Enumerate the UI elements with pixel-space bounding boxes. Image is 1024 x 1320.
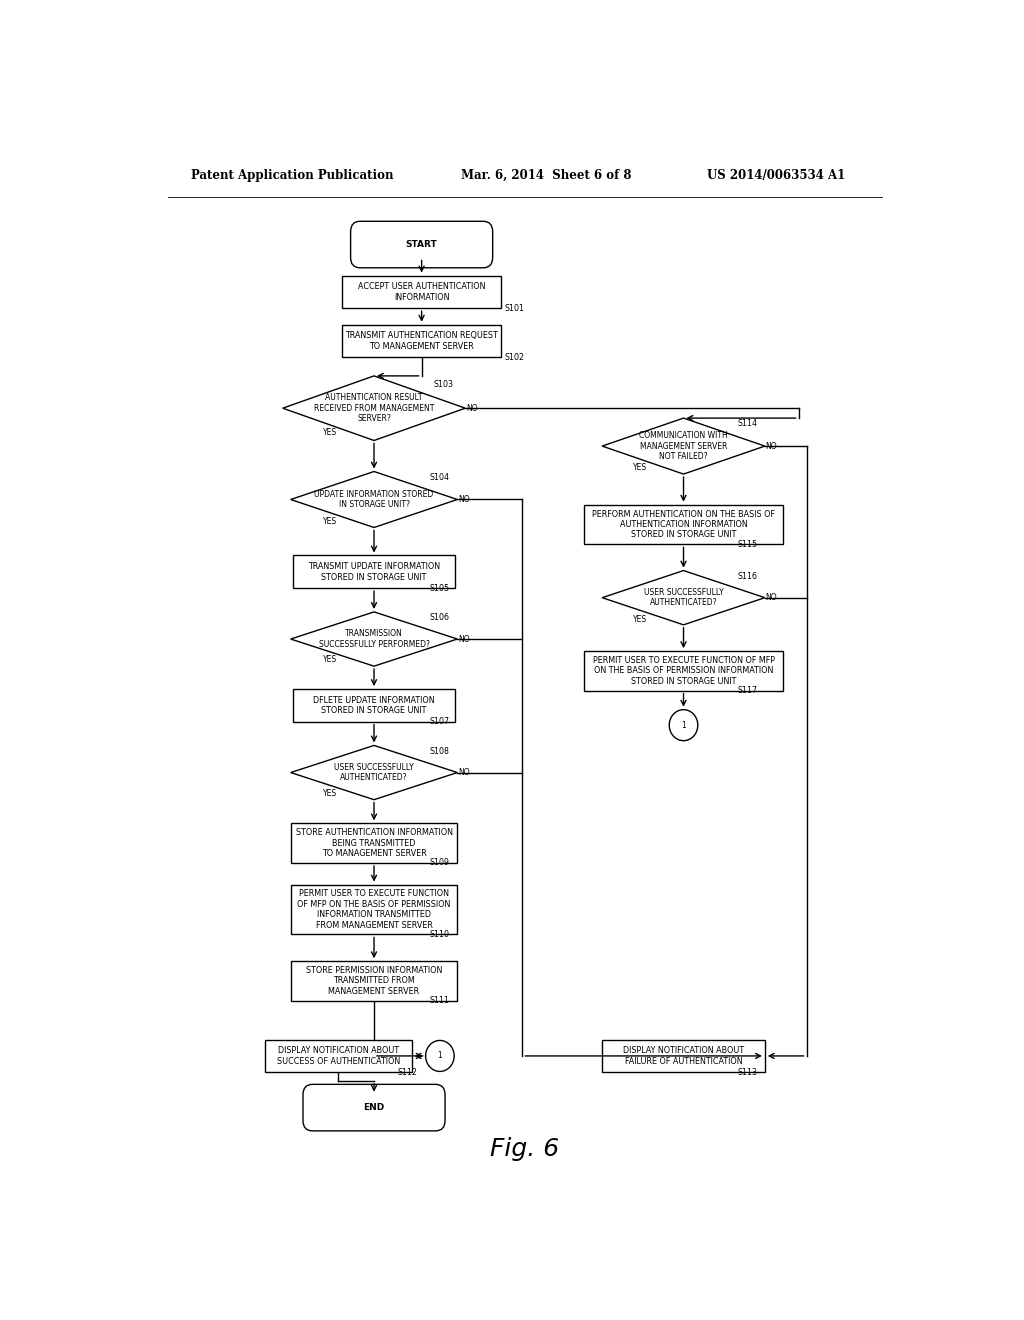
- Text: S108: S108: [430, 747, 450, 755]
- Text: NO: NO: [765, 593, 777, 602]
- Bar: [293, 689, 456, 722]
- Text: S106: S106: [430, 612, 450, 622]
- Text: S114: S114: [737, 420, 758, 428]
- Text: STORE PERMISSION INFORMATION
TRANSMITTED FROM
MANAGEMENT SERVER: STORE PERMISSION INFORMATION TRANSMITTED…: [306, 966, 442, 995]
- Text: USER SUCCESSFULLY
AUTHENTICATED?: USER SUCCESSFULLY AUTHENTICATED?: [644, 587, 723, 607]
- Text: S113: S113: [737, 1068, 758, 1077]
- Text: S105: S105: [430, 583, 450, 593]
- Polygon shape: [602, 570, 765, 624]
- Text: S102: S102: [505, 352, 525, 362]
- Polygon shape: [291, 612, 458, 667]
- Circle shape: [670, 710, 697, 741]
- Bar: [585, 651, 782, 690]
- Text: S107: S107: [430, 717, 450, 726]
- Text: NO: NO: [458, 635, 470, 644]
- Bar: [342, 276, 501, 309]
- Polygon shape: [283, 376, 465, 441]
- Text: AUTHENTICATION RESULT
RECEIVED FROM MANAGEMENT
SERVER?: AUTHENTICATION RESULT RECEIVED FROM MANA…: [313, 393, 434, 424]
- Text: YES: YES: [324, 428, 338, 437]
- Bar: [265, 1040, 412, 1072]
- Text: S117: S117: [737, 686, 758, 696]
- Text: NO: NO: [466, 404, 477, 413]
- FancyBboxPatch shape: [303, 1084, 445, 1131]
- Text: STORE AUTHENTICATION INFORMATION
BEING TRANSMITTED
TO MANAGEMENT SERVER: STORE AUTHENTICATION INFORMATION BEING T…: [296, 828, 453, 858]
- Text: UPDATE INFORMATION STORED
IN STORAGE UNIT?: UPDATE INFORMATION STORED IN STORAGE UNI…: [314, 490, 433, 510]
- Text: PERFORM AUTHENTICATION ON THE BASIS OF
AUTHENTICATION INFORMATION
STORED IN STOR: PERFORM AUTHENTICATION ON THE BASIS OF A…: [592, 510, 775, 540]
- Bar: [291, 961, 458, 1001]
- Text: Mar. 6, 2014  Sheet 6 of 8: Mar. 6, 2014 Sheet 6 of 8: [461, 169, 632, 182]
- Text: NO: NO: [458, 768, 470, 777]
- Text: TRANSMISSION
SUCCESSFULLY PERFORMED?: TRANSMISSION SUCCESSFULLY PERFORMED?: [318, 630, 429, 648]
- FancyBboxPatch shape: [350, 222, 493, 268]
- Polygon shape: [602, 418, 765, 474]
- Text: Fig. 6: Fig. 6: [490, 1137, 559, 1162]
- Text: COMMUNICATION WITH
MANAGEMENT SERVER
NOT FAILED?: COMMUNICATION WITH MANAGEMENT SERVER NOT…: [639, 432, 728, 461]
- Polygon shape: [291, 746, 458, 800]
- Text: S112: S112: [397, 1068, 418, 1077]
- Text: TRANSMIT UPDATE INFORMATION
STORED IN STORAGE UNIT: TRANSMIT UPDATE INFORMATION STORED IN ST…: [308, 562, 440, 582]
- Text: S101: S101: [505, 304, 525, 313]
- Bar: [291, 824, 458, 863]
- Text: PERMIT USER TO EXECUTE FUNCTION
OF MFP ON THE BASIS OF PERMISSION
INFORMATION TR: PERMIT USER TO EXECUTE FUNCTION OF MFP O…: [297, 890, 451, 929]
- Text: END: END: [364, 1104, 385, 1113]
- Text: US 2014/0063534 A1: US 2014/0063534 A1: [708, 169, 846, 182]
- Text: S109: S109: [430, 858, 450, 867]
- Text: ACCEPT USER AUTHENTICATION
INFORMATION: ACCEPT USER AUTHENTICATION INFORMATION: [357, 282, 485, 301]
- Text: 1: 1: [437, 1052, 442, 1060]
- Text: START: START: [406, 240, 437, 249]
- Text: YES: YES: [633, 615, 647, 624]
- Text: YES: YES: [324, 516, 338, 525]
- Text: NO: NO: [765, 442, 777, 450]
- Bar: [585, 504, 782, 544]
- Circle shape: [426, 1040, 455, 1072]
- Bar: [291, 884, 458, 935]
- Text: USER SUCCESSFULLY
AUTHENTICATED?: USER SUCCESSFULLY AUTHENTICATED?: [334, 763, 414, 783]
- Text: 1: 1: [681, 721, 686, 730]
- Text: DISPLAY NOTIFICATION ABOUT
SUCCESS OF AUTHENTICATION: DISPLAY NOTIFICATION ABOUT SUCCESS OF AU…: [276, 1047, 400, 1065]
- Text: S103: S103: [433, 380, 454, 388]
- Text: YES: YES: [633, 463, 647, 473]
- Text: TRANSMIT AUTHENTICATION REQUEST
TO MANAGEMENT SERVER: TRANSMIT AUTHENTICATION REQUEST TO MANAG…: [345, 331, 498, 351]
- Text: S111: S111: [430, 997, 450, 1006]
- Text: Patent Application Publication: Patent Application Publication: [191, 169, 394, 182]
- Text: DISPLAY NOTIFICATION ABOUT
FAILURE OF AUTHENTICATION: DISPLAY NOTIFICATION ABOUT FAILURE OF AU…: [623, 1047, 744, 1065]
- Text: S110: S110: [430, 931, 450, 939]
- Text: PERMIT USER TO EXECUTE FUNCTION OF MFP
ON THE BASIS OF PERMISSION INFORMATION
ST: PERMIT USER TO EXECUTE FUNCTION OF MFP O…: [593, 656, 774, 686]
- Bar: [293, 556, 456, 589]
- Text: NO: NO: [458, 495, 470, 504]
- Text: S116: S116: [737, 572, 758, 581]
- Text: DFLETE UPDATE INFORMATION
STORED IN STORAGE UNIT: DFLETE UPDATE INFORMATION STORED IN STOR…: [313, 696, 435, 715]
- Text: S104: S104: [430, 474, 450, 483]
- Text: YES: YES: [324, 789, 338, 797]
- Polygon shape: [291, 471, 458, 528]
- Bar: [342, 325, 501, 358]
- Bar: [602, 1040, 765, 1072]
- Text: S115: S115: [737, 540, 758, 549]
- Text: YES: YES: [324, 655, 338, 664]
